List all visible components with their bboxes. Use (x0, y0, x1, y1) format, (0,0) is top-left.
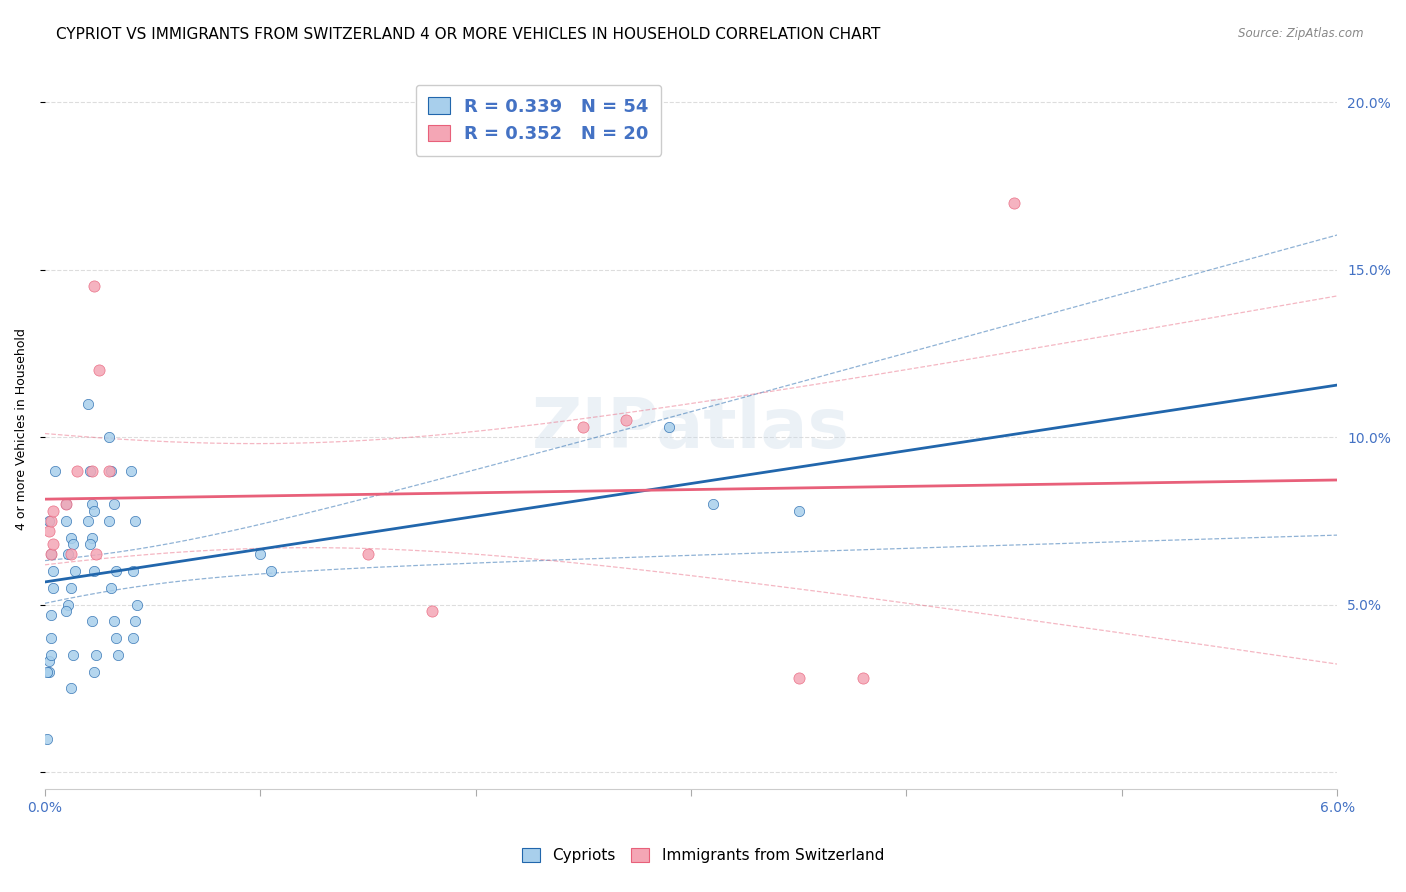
Point (260, 564, 283, 578)
Point (35, 665, 58, 679)
Point (122, 564, 145, 578)
Point (42, 504, 65, 518)
Point (62, 648, 84, 662)
Point (357, 547, 380, 561)
Point (87, 363, 110, 377)
Point (80, 497, 103, 511)
Point (107, 648, 129, 662)
Point (98, 514, 121, 528)
Point (62, 537, 84, 551)
Point (120, 463, 142, 477)
Point (124, 514, 146, 528)
Point (38, 665, 60, 679)
Point (38, 524, 60, 538)
Point (83, 665, 105, 679)
Point (572, 420, 595, 434)
Point (55, 604, 77, 618)
Point (787, 671, 810, 685)
Point (422, 604, 444, 618)
Point (42, 564, 65, 578)
Point (103, 497, 125, 511)
Point (83, 504, 105, 518)
Point (39, 547, 62, 561)
Point (59, 681, 82, 696)
Point (86, 648, 108, 662)
Point (658, 420, 681, 434)
Point (787, 504, 810, 518)
Point (42, 537, 65, 551)
Point (122, 631, 145, 645)
Point (103, 614, 125, 628)
Legend: Cypriots, Immigrants from Switzerland: Cypriots, Immigrants from Switzerland (515, 840, 891, 871)
Point (79, 537, 101, 551)
Point (55, 497, 77, 511)
Legend: R = 0.339   N = 54, R = 0.352   N = 20: R = 0.339 N = 54, R = 0.352 N = 20 (416, 85, 661, 155)
Point (59, 581, 82, 595)
Point (66, 463, 89, 477)
Point (104, 631, 127, 645)
Point (58, 547, 80, 561)
Point (76, 396, 98, 410)
Point (38, 655, 60, 669)
Point (249, 547, 271, 561)
Point (63, 564, 86, 578)
Point (55, 514, 77, 528)
Point (100, 581, 122, 595)
Point (702, 497, 724, 511)
Point (852, 671, 875, 685)
Point (1002, 195, 1025, 210)
Text: ZIPatlas: ZIPatlas (531, 395, 851, 462)
Point (83, 564, 105, 578)
Point (616, 413, 638, 427)
Point (39, 514, 62, 528)
Point (35, 731, 58, 746)
Point (38, 514, 60, 528)
Point (80, 614, 103, 628)
Point (104, 564, 127, 578)
Point (76, 514, 98, 528)
Y-axis label: 4 or more Vehicles in Household: 4 or more Vehicles in Household (15, 327, 28, 530)
Point (79, 463, 101, 477)
Point (80, 463, 103, 477)
Point (100, 463, 122, 477)
Text: CYPRIOT VS IMMIGRANTS FROM SWITZERLAND 4 OR MORE VEHICLES IN HOUSEHOLD CORRELATI: CYPRIOT VS IMMIGRANTS FROM SWITZERLAND 4… (56, 27, 880, 42)
Point (42, 581, 65, 595)
Point (127, 598, 149, 612)
Point (124, 614, 146, 628)
Point (59, 531, 82, 545)
Point (59, 547, 82, 561)
Point (83, 279, 105, 293)
Point (55, 497, 77, 511)
Point (80, 531, 103, 545)
Point (98, 463, 121, 477)
Point (39, 607, 62, 622)
Point (58, 598, 80, 612)
Point (39, 631, 62, 645)
Point (86, 547, 108, 561)
Point (39, 547, 62, 561)
Point (39, 648, 62, 662)
Text: Source: ZipAtlas.com: Source: ZipAtlas.com (1239, 27, 1364, 40)
Point (44, 463, 66, 477)
Point (98, 430, 121, 444)
